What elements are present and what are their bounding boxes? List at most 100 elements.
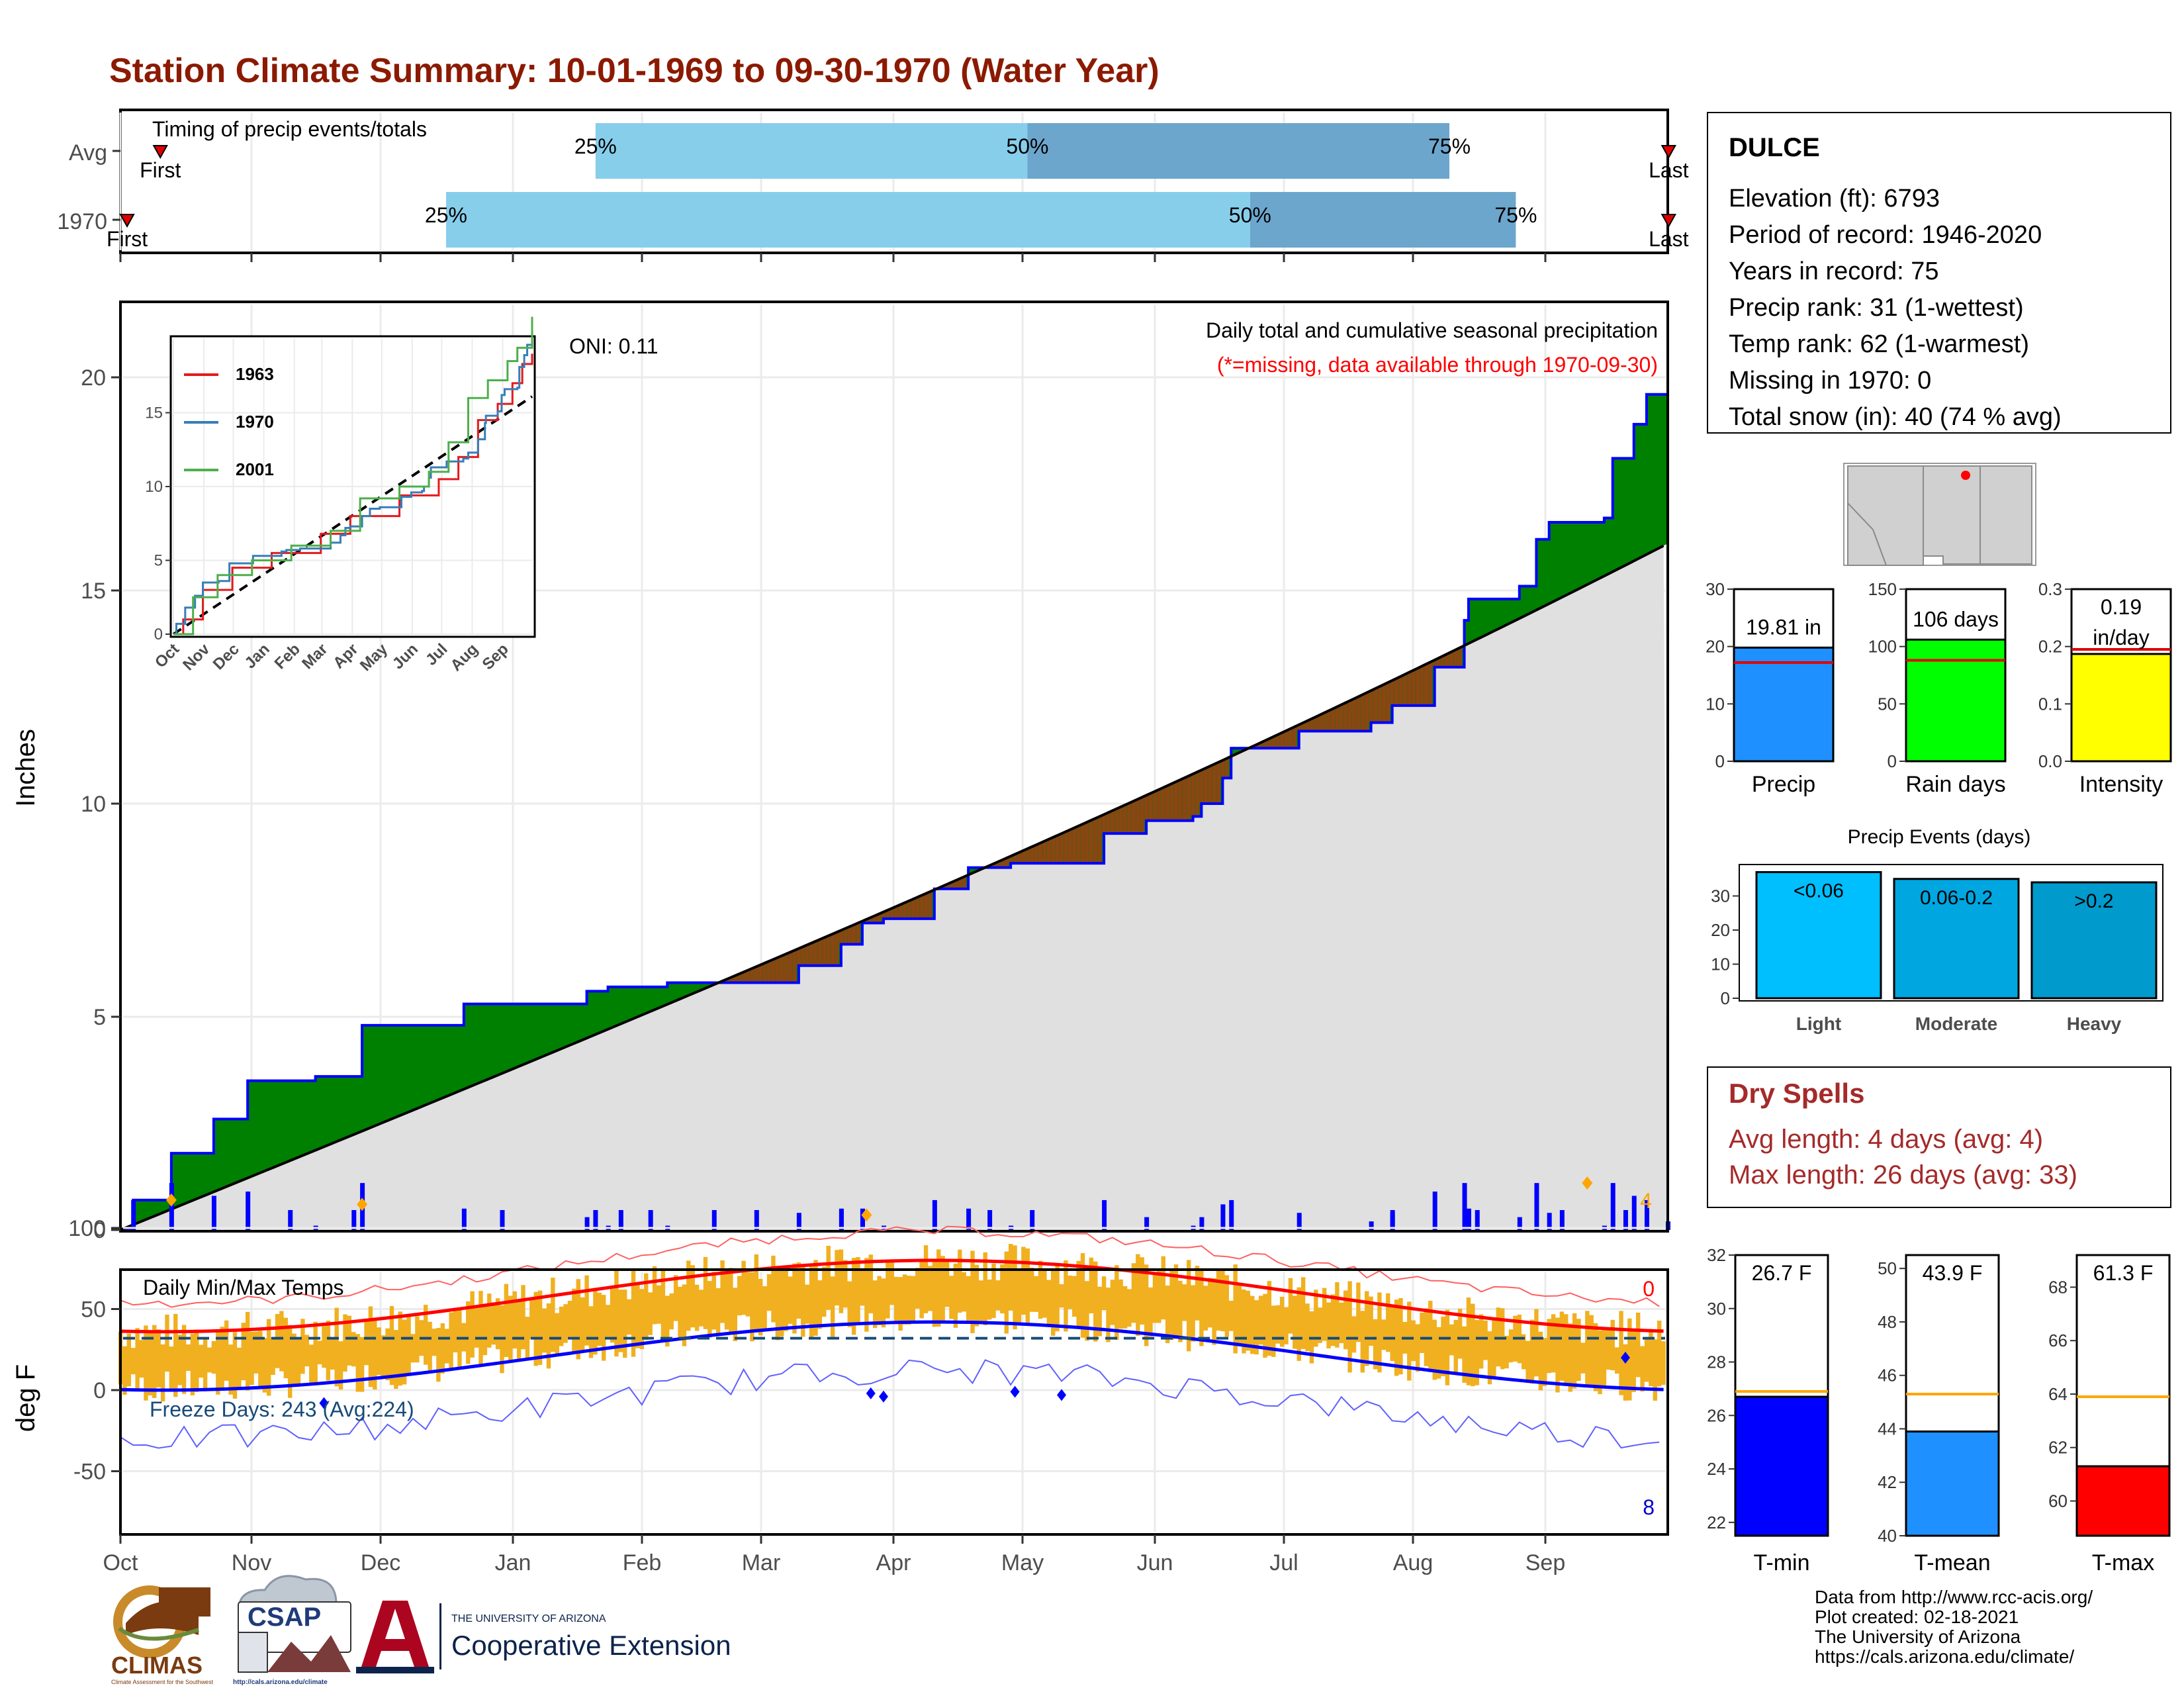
- record-low-marker: [319, 1397, 329, 1409]
- temp-panel-value: 26.7 F: [1752, 1261, 1812, 1285]
- events-tick-label: 30: [1711, 886, 1730, 906]
- daily-precip-bar: [1517, 1217, 1522, 1230]
- station-info-line: Total snow (in): 40 (74 % avg): [1729, 403, 2062, 431]
- precip-y-axis-label: Inches: [11, 729, 40, 807]
- data-credits: Data from http://www.rcc-acis.org/Plot c…: [1815, 1587, 2093, 1667]
- precip-y-tick-label: 0: [93, 1218, 106, 1243]
- daily-precip-bar: [1475, 1210, 1480, 1230]
- dry-spells-box: Dry Spells Avg length: 4 days (avg: 4) M…: [1707, 1066, 2171, 1208]
- normal-precip-line: [120, 544, 1664, 1231]
- dry-spells-max: Max length: 26 days (avg: 33): [1729, 1160, 2077, 1190]
- dry-spells-avg: Avg length: 4 days (avg: 4): [1729, 1125, 2043, 1154]
- ua-logo-top: THE UNIVERSITY OF ARIZONA: [451, 1613, 606, 1624]
- daily-precip-bar: [288, 1210, 293, 1230]
- stat-panel-value-unit: in/day: [2093, 626, 2149, 649]
- daily-precip-bar: [1534, 1183, 1539, 1230]
- station-info-box: DULCE Elevation (ft): 6793 Period of reco…: [1707, 112, 2171, 434]
- inset-series-2001: [173, 316, 533, 635]
- first-event-label: First: [107, 227, 148, 251]
- daily-precip-bar: [1369, 1221, 1374, 1230]
- extreme-precip-marker: [861, 1208, 872, 1222]
- temp-panel-tick-label: 30: [1707, 1299, 1726, 1319]
- inset-y-label: 15: [145, 404, 163, 422]
- normal-max-line: [120, 1258, 1664, 1334]
- stat-panel-label: Precip: [1752, 772, 1815, 797]
- month-label-aug: Aug: [1393, 1550, 1433, 1575]
- stat-panel-value: 19.81 in: [1746, 615, 1821, 639]
- dry-spells-title: Dry Spells: [1729, 1078, 1864, 1109]
- first-event-label: First: [140, 158, 181, 182]
- freeze-days-label: Freeze Days: 243 (Avg:224): [150, 1397, 414, 1421]
- month-label-may: May: [1001, 1550, 1044, 1575]
- month-label-feb: Feb: [623, 1550, 662, 1575]
- daily-precip-bar: [1547, 1213, 1552, 1230]
- stat-panel-tick-label: 0: [1715, 751, 1725, 771]
- record-max-line: [120, 1225, 1660, 1308]
- climas-logo: CLIMAS Climate Assessment for the Southw…: [111, 1585, 214, 1685]
- stat-panel-tick-label: 0.1: [2038, 694, 2062, 714]
- daily-precip-bar: [839, 1210, 844, 1230]
- stat-panel-tick-label: 20: [1706, 637, 1725, 657]
- temp-cold-count: 8: [1643, 1495, 1655, 1519]
- last-event-marker: [1661, 214, 1677, 228]
- daily-precip-bar: [593, 1210, 598, 1230]
- daily-precip-bar: [618, 1210, 623, 1230]
- temp-panel: 100 50 0 -50 Daily Min/Max Temps Freeze Day…: [11, 1216, 1669, 1536]
- credit-line: https://cals.arizona.edu/climate/: [1815, 1646, 2074, 1667]
- daily-precip-bar: [1631, 1196, 1637, 1230]
- daily-precip-bar: [584, 1217, 590, 1230]
- normal-min-line: [120, 1320, 1664, 1392]
- stat-panel-tick-label: 150: [1868, 579, 1897, 599]
- precip-panel: 0 5 10 15 20 Inches ONI: 0.11 Daily total an…: [11, 301, 1670, 1243]
- temp-panel-tick-label: 64: [2048, 1384, 2068, 1404]
- temp-panel-tick-label: 46: [1878, 1366, 1897, 1385]
- daily-precip-bar: [169, 1183, 174, 1230]
- stat-panel-bar: [1733, 646, 1835, 763]
- last-event-label: Last: [1649, 158, 1689, 182]
- precip-y-tick-label: 5: [93, 1005, 106, 1030]
- daily-precip-bar: [754, 1210, 759, 1230]
- timing-label-50: 50%: [1229, 203, 1271, 227]
- stat-panel-tick-label: 50: [1878, 694, 1897, 714]
- record-low-marker: [878, 1390, 888, 1403]
- extreme-precip-marker: [357, 1197, 368, 1211]
- temp-panel-tick-label: 62: [2048, 1438, 2068, 1458]
- last-event-marker: [1661, 145, 1677, 160]
- university-of-arizona-logo: THE UNIVERSITY OF ARIZONA Cooperative Ex…: [356, 1601, 731, 1673]
- stat-panel-value: 0.19: [2101, 595, 2142, 619]
- precip-missing-note: (*=missing, data available through 1970-…: [1217, 353, 1658, 377]
- daily-precip-bar: [1462, 1183, 1467, 1230]
- month-label-dec: Dec: [361, 1550, 400, 1575]
- temp-panel-tick-label: 50: [1878, 1258, 1897, 1278]
- temp-y-tick-label: 0: [93, 1378, 106, 1403]
- daily-precip-bar: [500, 1210, 505, 1230]
- temp-panel-tick-label: 60: [2048, 1491, 2068, 1511]
- climas-logo-text: CLIMAS: [111, 1652, 203, 1679]
- temp-label: Daily Min/Max Temps: [143, 1276, 343, 1299]
- stat-panel-tick-label: 0: [1888, 751, 1897, 771]
- temp-y-tick-label: 50: [81, 1297, 106, 1323]
- temp-panel-tick-label: 44: [1878, 1419, 1897, 1438]
- temp-panel-label: T-min: [1754, 1550, 1810, 1575]
- first-event-marker: [152, 145, 168, 160]
- daily-precip-bar: [1220, 1204, 1226, 1230]
- daily-precip-bar: [932, 1199, 937, 1230]
- station-info-line: Precip rank: 31 (1-wettest): [1729, 294, 2024, 322]
- temp-hot-count: 0: [1643, 1277, 1655, 1301]
- credit-line: The University of Arizona: [1815, 1626, 2021, 1647]
- inset-legend-label: 1970: [236, 412, 274, 432]
- stat-panel-bar: [1905, 638, 2007, 763]
- month-label-oct: Oct: [103, 1550, 138, 1575]
- daily-precip-bar: [860, 1210, 865, 1230]
- timing-bar-50-75: [1027, 123, 1449, 179]
- daily-precip-bar: [1466, 1208, 1471, 1230]
- precip-events-panel: Precip Events (days) 0 10 20 30 <0.06 Light 0.…: [1711, 826, 2163, 1034]
- station-info-line: Elevation (ft): 6793: [1729, 185, 1940, 212]
- temp-panel-value: 43.9 F: [1923, 1261, 1983, 1285]
- credit-line: Plot created: 02-18-2021: [1815, 1607, 2019, 1627]
- daily-precip-bar: [1432, 1192, 1437, 1230]
- temp-panel-tick-label: 24: [1707, 1459, 1726, 1479]
- stat-panel-tick-label: 30: [1706, 579, 1725, 599]
- stat-panel-tick-label: 100: [1868, 637, 1897, 657]
